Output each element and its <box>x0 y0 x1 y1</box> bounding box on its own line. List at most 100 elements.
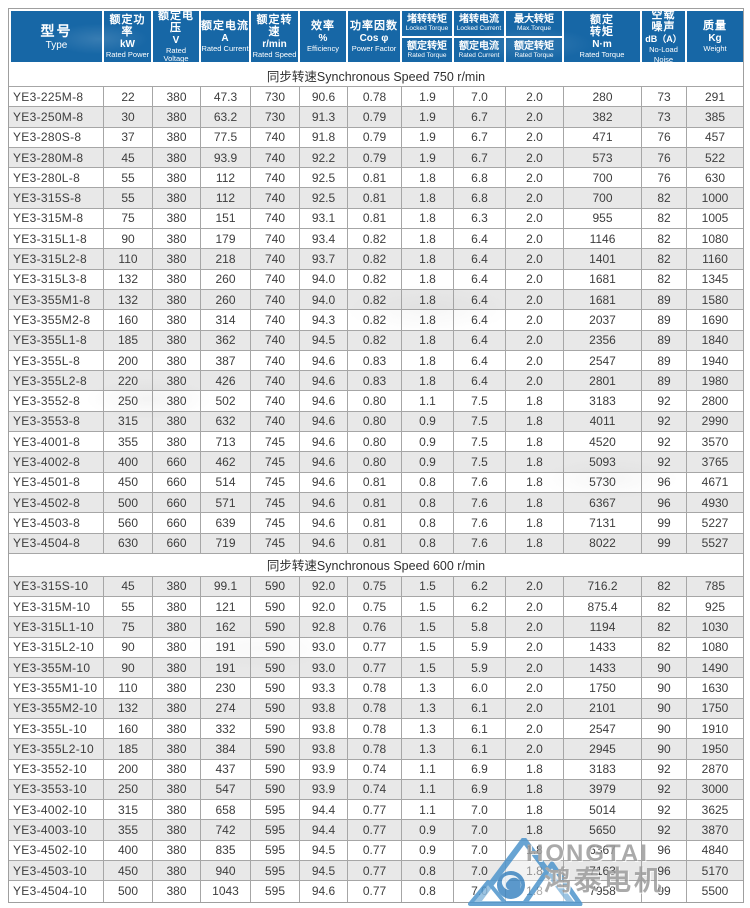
rated-voltage-cell: 380 <box>153 330 201 350</box>
power-factor-cell: 0.82 <box>348 330 402 350</box>
rated-voltage-cell: 380 <box>153 432 201 452</box>
weight-cell: 785 <box>704 579 726 594</box>
rated-voltage-cell: 380 <box>153 678 201 698</box>
type-cell: YE3-355M1-10 <box>9 678 104 698</box>
efficiency-cell: 94.6 <box>300 452 348 472</box>
rated-power-cell: 450 <box>104 860 153 881</box>
type-cell: YE3-3553-8 <box>9 411 104 432</box>
efficiency-cell: 94.6 <box>300 513 348 533</box>
rated-power-cell: 315 <box>104 411 153 432</box>
no-load-noise-cell: 76 <box>642 127 687 147</box>
rated-speed-cell: 590 <box>251 576 300 597</box>
max-torque-ratio-cell: 1.8 <box>506 779 564 800</box>
weight-cell: 1345 <box>701 272 729 287</box>
locked-current-ratio-cell: 7.5 <box>454 432 506 452</box>
weight-cell: 1630 <box>701 680 729 695</box>
rated-voltage-cell: 380 <box>153 718 201 739</box>
power-factor-cell: 0.81 <box>348 533 402 553</box>
no-load-noise-cell: 92 <box>642 391 687 411</box>
efficiency-cell: 93.9 <box>300 759 348 779</box>
locked-torque-ratio-cell: 0.9 <box>402 432 454 452</box>
spec-row: YE3-315L1-10 75 380 162 590 92.8 0.76 1.5 5.8 2.0… <box>9 617 743 638</box>
col-efficiency-header: 效率% Efficiency <box>300 11 348 62</box>
type-cell: YE3-315M-8 <box>9 208 104 229</box>
rated-torque-cell: 1681 <box>564 269 642 289</box>
locked-current-ratio-cell: 6.4 <box>454 310 506 330</box>
type-cell: YE3-4003-10 <box>9 820 104 840</box>
efficiency-cell: 94.5 <box>300 860 348 881</box>
locked-torque-ratio-cell: 1.8 <box>402 310 454 330</box>
power-factor-cell: 0.77 <box>348 840 402 860</box>
locked-torque-ratio-cell: 1.9 <box>402 107 454 127</box>
locked-current-ratio-cell: 6.2 <box>454 597 506 617</box>
rated-torque-cell: 2101 <box>564 698 642 718</box>
rated-torque-cell: 955 <box>564 208 642 229</box>
no-load-noise-cell: 96 <box>642 840 687 860</box>
rated-torque-cell: 4011 <box>564 411 642 432</box>
weight-cell: 4671 <box>701 475 729 490</box>
locked-current-ratio-cell: 6.7 <box>454 107 506 127</box>
rated-torque-cell: 5730 <box>564 472 642 492</box>
rated-power-cell: 400 <box>104 840 153 860</box>
rated-power-cell: 75 <box>104 617 153 637</box>
rated-power-cell: 200 <box>104 350 153 371</box>
locked-current-ratio-cell: 7.5 <box>454 391 506 411</box>
no-load-noise-cell: 89 <box>642 350 687 371</box>
rated-speed-cell: 590 <box>251 779 300 800</box>
rated-speed-cell: 745 <box>251 432 300 452</box>
efficiency-cell: 94.3 <box>300 310 348 330</box>
type-cell: YE3-4503-10 <box>9 860 104 881</box>
locked-torque-ratio-cell: 1.1 <box>402 800 454 820</box>
efficiency-cell: 94.6 <box>300 533 348 553</box>
no-load-noise-cell: 92 <box>642 411 687 432</box>
rated-speed-cell: 595 <box>251 800 300 820</box>
rated-power-cell: 200 <box>104 759 153 779</box>
locked-torque-ratio-cell: 1.5 <box>402 637 454 658</box>
efficiency-cell: 94.5 <box>300 840 348 860</box>
rated-speed-cell: 590 <box>251 617 300 637</box>
col-max-torque-ratio-top-header: 最大转矩 Max.Torque <box>506 11 562 36</box>
type-cell: YE3-280M-8 <box>9 147 104 168</box>
rated-current-cell: 151 <box>201 208 251 229</box>
rated-voltage-cell: 380 <box>153 698 201 718</box>
rated-current-cell: 502 <box>201 391 251 411</box>
rated-torque-cell: 3979 <box>564 779 642 800</box>
power-factor-cell: 0.79 <box>348 107 402 127</box>
power-factor-cell: 0.78 <box>348 87 402 107</box>
rated-torque-cell: 2801 <box>564 371 642 391</box>
type-cell: YE3-4002-8 <box>9 452 104 472</box>
locked-torque-ratio-cell: 1.8 <box>402 371 454 391</box>
col-max-torque-ratio-bottom-header: 额定转矩 Rated Torque <box>506 37 562 62</box>
no-load-noise-cell: 82 <box>642 269 687 289</box>
power-factor-cell: 0.81 <box>348 208 402 229</box>
col-rated-voltage-header: 额定电压 V Rated Voltage <box>153 11 201 62</box>
locked-torque-ratio-cell: 1.5 <box>402 597 454 617</box>
efficiency-cell: 92.2 <box>300 147 348 168</box>
locked-current-ratio-cell: 6.4 <box>454 350 506 371</box>
rated-speed-cell: 740 <box>251 208 300 229</box>
rated-speed-cell: 740 <box>251 188 300 208</box>
no-load-noise-cell: 92 <box>642 820 687 840</box>
locked-current-ratio-cell: 7.6 <box>454 472 506 492</box>
power-factor-cell: 0.77 <box>348 881 402 902</box>
type-cell: YE3-250M-8 <box>9 107 104 127</box>
no-load-noise-cell: 90 <box>642 678 687 698</box>
spec-row: YE3-4001-8 355 380 713 745 94.6 0.80 0.9 7.5 1.8 4… <box>9 432 743 453</box>
locked-current-ratio-cell: 6.1 <box>454 739 506 759</box>
power-factor-cell: 0.81 <box>348 513 402 533</box>
locked-torque-ratio-cell: 1.5 <box>402 658 454 678</box>
rated-speed-cell: 590 <box>251 698 300 718</box>
locked-torque-ratio-cell: 1.3 <box>402 718 454 739</box>
no-load-noise-cell: 82 <box>642 637 687 658</box>
efficiency-cell: 92.0 <box>300 576 348 597</box>
locked-torque-ratio-cell: 0.8 <box>402 533 454 553</box>
no-load-noise-cell: 89 <box>642 330 687 350</box>
rated-current-cell: 426 <box>201 371 251 391</box>
no-load-noise-cell: 99 <box>642 513 687 533</box>
efficiency-cell: 94.5 <box>300 330 348 350</box>
rated-power-cell: 355 <box>104 820 153 840</box>
rated-power-cell: 160 <box>104 718 153 739</box>
rated-power-cell: 355 <box>104 432 153 452</box>
weight-cell: 1750 <box>701 701 729 716</box>
spec-row: YE3-355L-8 200 380 387 740 94.6 0.83 1.8 6.4 2.0 2… <box>9 350 743 372</box>
